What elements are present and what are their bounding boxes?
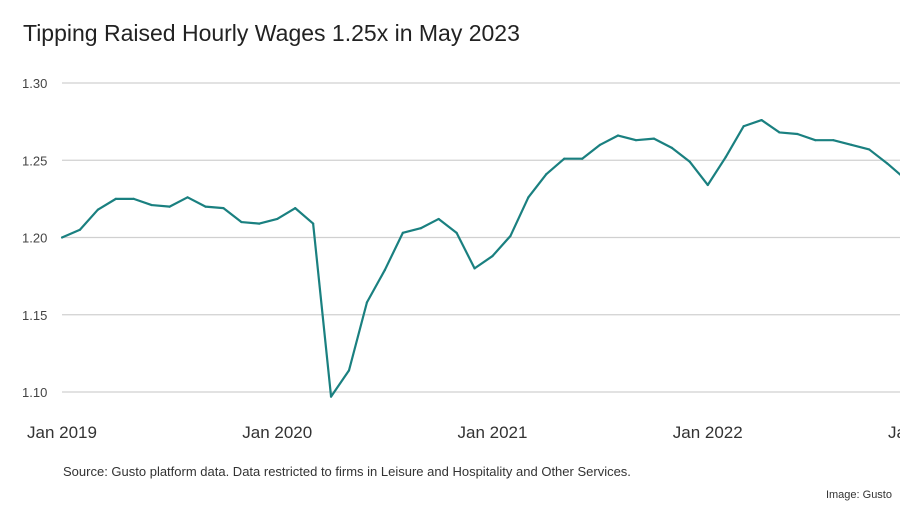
data-point (78, 228, 82, 231)
data-point (168, 205, 171, 208)
data-point (706, 183, 709, 187)
y-tick-label: 1.25 (22, 153, 47, 168)
data-point (186, 196, 189, 199)
data-point (724, 156, 727, 159)
data-point (222, 207, 225, 210)
data-point (365, 301, 369, 304)
data-point (545, 173, 548, 176)
data-point (796, 132, 799, 136)
data-point (276, 217, 279, 221)
image-credit: Image: Gusto (825, 489, 892, 501)
data-point (868, 148, 871, 151)
data-point (599, 143, 602, 146)
data-point (581, 157, 584, 160)
data-point (258, 222, 261, 225)
data-point (652, 137, 656, 140)
x-tick-label: Jan 2022 (673, 423, 743, 442)
data-point (778, 131, 781, 134)
x-tick-label: Jan 2023 (888, 423, 900, 442)
data-point (437, 217, 440, 221)
y-tick-label: 1.15 (22, 308, 47, 323)
data-point (312, 222, 315, 225)
data-point (419, 227, 422, 230)
data-point (329, 395, 333, 398)
x-tick-label: Jan 2019 (27, 423, 97, 442)
data-point (114, 197, 117, 200)
data-point (742, 125, 745, 128)
data-point (60, 236, 64, 239)
source-note: Source: Gusto platform data. Data restri… (63, 464, 631, 479)
data-point (527, 196, 530, 199)
data-point (383, 268, 386, 272)
data-point (96, 208, 99, 211)
data-point (401, 231, 404, 234)
series-line (61, 118, 900, 398)
data-point (455, 231, 458, 234)
x-tick-label: Jan 2021 (458, 423, 528, 442)
data-point (294, 207, 297, 210)
data-point (850, 143, 853, 146)
data-point (886, 162, 889, 165)
data-point (688, 160, 691, 163)
y-tick-label: 1.30 (22, 76, 47, 91)
data-point (760, 118, 763, 122)
y-tick-label: 1.20 (22, 231, 47, 246)
data-point (132, 197, 135, 200)
data-point (616, 134, 620, 137)
data-point (814, 139, 817, 142)
chart-title: Tipping Raised Hourly Wages 1.25x in May… (23, 20, 520, 46)
data-point (204, 205, 207, 208)
y-tick-label: 1.10 (22, 385, 47, 400)
data-point (509, 234, 512, 238)
x-tick-label: Jan 2020 (242, 423, 312, 442)
data-point (563, 157, 566, 160)
data-point (473, 267, 476, 270)
data-point (491, 254, 494, 258)
data-point (670, 146, 673, 149)
data-point (150, 203, 153, 207)
data-point (832, 139, 835, 142)
data-point (634, 139, 638, 142)
data-point (240, 220, 243, 224)
data-point (347, 369, 351, 372)
